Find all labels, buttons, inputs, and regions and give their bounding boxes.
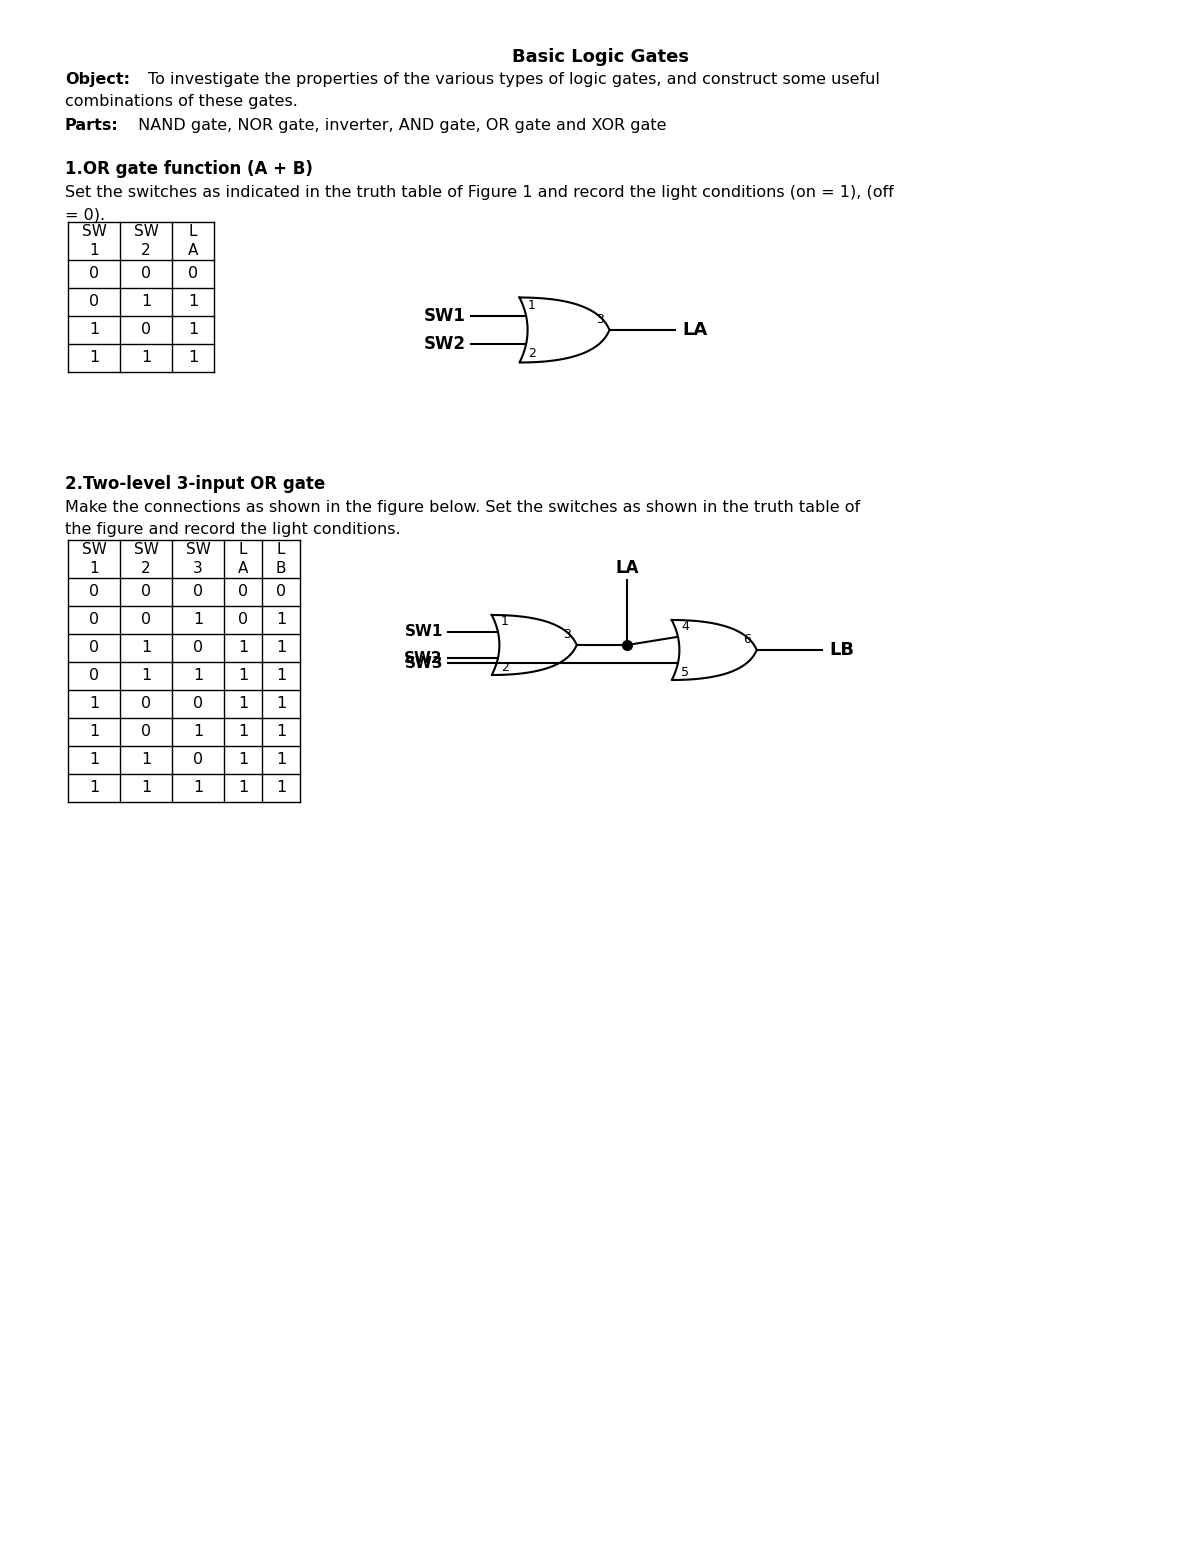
Text: 1: 1 xyxy=(140,351,151,365)
Text: 1: 1 xyxy=(193,725,203,739)
Text: SW1: SW1 xyxy=(424,306,466,325)
Text: 0: 0 xyxy=(193,753,203,767)
Text: To investigate the properties of the various types of logic gates, and construct: To investigate the properties of the var… xyxy=(148,71,880,87)
Text: 2: 2 xyxy=(500,662,509,674)
Text: 1: 1 xyxy=(500,615,509,627)
Text: 1: 1 xyxy=(89,351,100,365)
Text: 2.Two-level 3-input OR gate: 2.Two-level 3-input OR gate xyxy=(65,475,325,492)
Text: 1: 1 xyxy=(276,696,286,711)
Text: 0: 0 xyxy=(89,267,100,281)
Text: L
A: L A xyxy=(238,542,248,576)
Text: combinations of these gates.: combinations of these gates. xyxy=(65,95,298,109)
Text: 1: 1 xyxy=(188,295,198,309)
Text: 1.OR gate function (A + B): 1.OR gate function (A + B) xyxy=(65,160,313,179)
Text: SW
2: SW 2 xyxy=(133,224,158,258)
Text: 1: 1 xyxy=(276,668,286,683)
Polygon shape xyxy=(672,620,757,680)
Text: SW
2: SW 2 xyxy=(133,542,158,576)
Text: L
B: L B xyxy=(276,542,287,576)
Text: 2: 2 xyxy=(528,348,536,360)
Text: 4: 4 xyxy=(680,620,689,632)
Text: 1: 1 xyxy=(193,781,203,795)
Text: 1: 1 xyxy=(528,298,536,312)
Text: 0: 0 xyxy=(89,640,100,655)
Text: 0: 0 xyxy=(140,323,151,337)
Text: Parts:: Parts: xyxy=(65,118,119,134)
Text: 1: 1 xyxy=(89,781,100,795)
Text: SW
3: SW 3 xyxy=(186,542,210,576)
Polygon shape xyxy=(492,615,577,676)
Text: 0: 0 xyxy=(276,584,286,599)
Text: 0: 0 xyxy=(238,584,248,599)
Text: 1: 1 xyxy=(188,323,198,337)
Text: 0: 0 xyxy=(140,725,151,739)
Text: SW
1: SW 1 xyxy=(82,224,107,258)
Text: 1: 1 xyxy=(238,781,248,795)
Text: 1: 1 xyxy=(238,753,248,767)
Text: 1: 1 xyxy=(276,640,286,655)
Text: 1: 1 xyxy=(276,612,286,627)
Text: 6: 6 xyxy=(743,634,751,646)
Text: 0: 0 xyxy=(193,584,203,599)
Text: 0: 0 xyxy=(89,295,100,309)
Text: 1: 1 xyxy=(140,295,151,309)
Text: LA: LA xyxy=(616,559,640,578)
Text: 1: 1 xyxy=(140,668,151,683)
Text: 3: 3 xyxy=(596,314,605,326)
Text: 0: 0 xyxy=(188,267,198,281)
Text: 1: 1 xyxy=(276,725,286,739)
Text: 0: 0 xyxy=(89,612,100,627)
Text: LB: LB xyxy=(829,641,854,658)
Text: LA: LA xyxy=(683,321,708,339)
Text: Make the connections as shown in the figure below. Set the switches as shown in : Make the connections as shown in the fig… xyxy=(65,500,860,516)
Text: SW
1: SW 1 xyxy=(82,542,107,576)
Text: 0: 0 xyxy=(140,584,151,599)
Text: 0: 0 xyxy=(193,640,203,655)
Text: 1: 1 xyxy=(140,640,151,655)
Text: L
A: L A xyxy=(188,224,198,258)
Text: 1: 1 xyxy=(276,781,286,795)
Text: SW3: SW3 xyxy=(404,655,443,671)
Text: 1: 1 xyxy=(276,753,286,767)
Text: 1: 1 xyxy=(89,725,100,739)
Text: the figure and record the light conditions.: the figure and record the light conditio… xyxy=(65,522,401,537)
Text: 0: 0 xyxy=(140,696,151,711)
Text: 1: 1 xyxy=(140,753,151,767)
Text: 0: 0 xyxy=(140,267,151,281)
Text: 1: 1 xyxy=(89,753,100,767)
Text: Set the switches as indicated in the truth table of Figure 1 and record the ligh: Set the switches as indicated in the tru… xyxy=(65,185,894,200)
Text: 0: 0 xyxy=(89,584,100,599)
Text: 1: 1 xyxy=(193,668,203,683)
Text: SW1: SW1 xyxy=(404,624,443,640)
Text: 1: 1 xyxy=(193,612,203,627)
Text: SW2: SW2 xyxy=(424,335,466,353)
Text: 0: 0 xyxy=(193,696,203,711)
Text: 0: 0 xyxy=(140,612,151,627)
Text: 1: 1 xyxy=(238,696,248,711)
Text: = 0).: = 0). xyxy=(65,207,106,222)
Text: NAND gate, NOR gate, inverter, AND gate, OR gate and XOR gate: NAND gate, NOR gate, inverter, AND gate,… xyxy=(133,118,666,134)
Text: Object:: Object: xyxy=(65,71,130,87)
Text: SW2: SW2 xyxy=(404,651,443,666)
Text: 1: 1 xyxy=(140,781,151,795)
Text: 3: 3 xyxy=(563,627,571,641)
Text: 1: 1 xyxy=(188,351,198,365)
Text: 1: 1 xyxy=(89,696,100,711)
Text: 1: 1 xyxy=(238,640,248,655)
Text: 0: 0 xyxy=(89,668,100,683)
Text: 1: 1 xyxy=(238,725,248,739)
Text: 0: 0 xyxy=(238,612,248,627)
Polygon shape xyxy=(520,298,610,362)
Text: 1: 1 xyxy=(89,323,100,337)
Text: Basic Logic Gates: Basic Logic Gates xyxy=(511,48,689,65)
Text: 5: 5 xyxy=(680,666,689,679)
Text: 1: 1 xyxy=(238,668,248,683)
